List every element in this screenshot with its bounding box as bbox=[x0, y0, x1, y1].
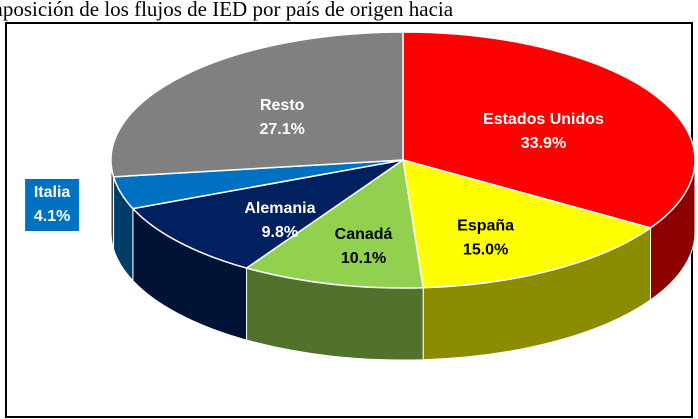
slice-label: Canadá bbox=[335, 226, 393, 243]
slice-label: Italia bbox=[34, 184, 71, 201]
slice bbox=[131, 159, 404, 269]
slice bbox=[110, 31, 404, 178]
value-label: 4.1% bbox=[34, 208, 70, 225]
value-label: 33.9% bbox=[521, 135, 566, 152]
slice-label: Estados Unidos bbox=[483, 111, 604, 128]
slice-label: España bbox=[457, 217, 514, 234]
label-box bbox=[25, 178, 80, 231]
slice bbox=[402, 158, 653, 289]
value-label: 27.1% bbox=[260, 121, 305, 138]
slice bbox=[244, 158, 425, 289]
chart-title: Composición de los flujos de IED por paí… bbox=[0, 0, 454, 21]
slice bbox=[402, 31, 696, 229]
slice-label: Alemania bbox=[244, 200, 315, 217]
value-label: 15.0% bbox=[463, 241, 508, 258]
value-label: 9.8% bbox=[262, 224, 298, 241]
value-label: 10.1% bbox=[341, 250, 386, 267]
slice-label: Resto bbox=[260, 97, 305, 114]
